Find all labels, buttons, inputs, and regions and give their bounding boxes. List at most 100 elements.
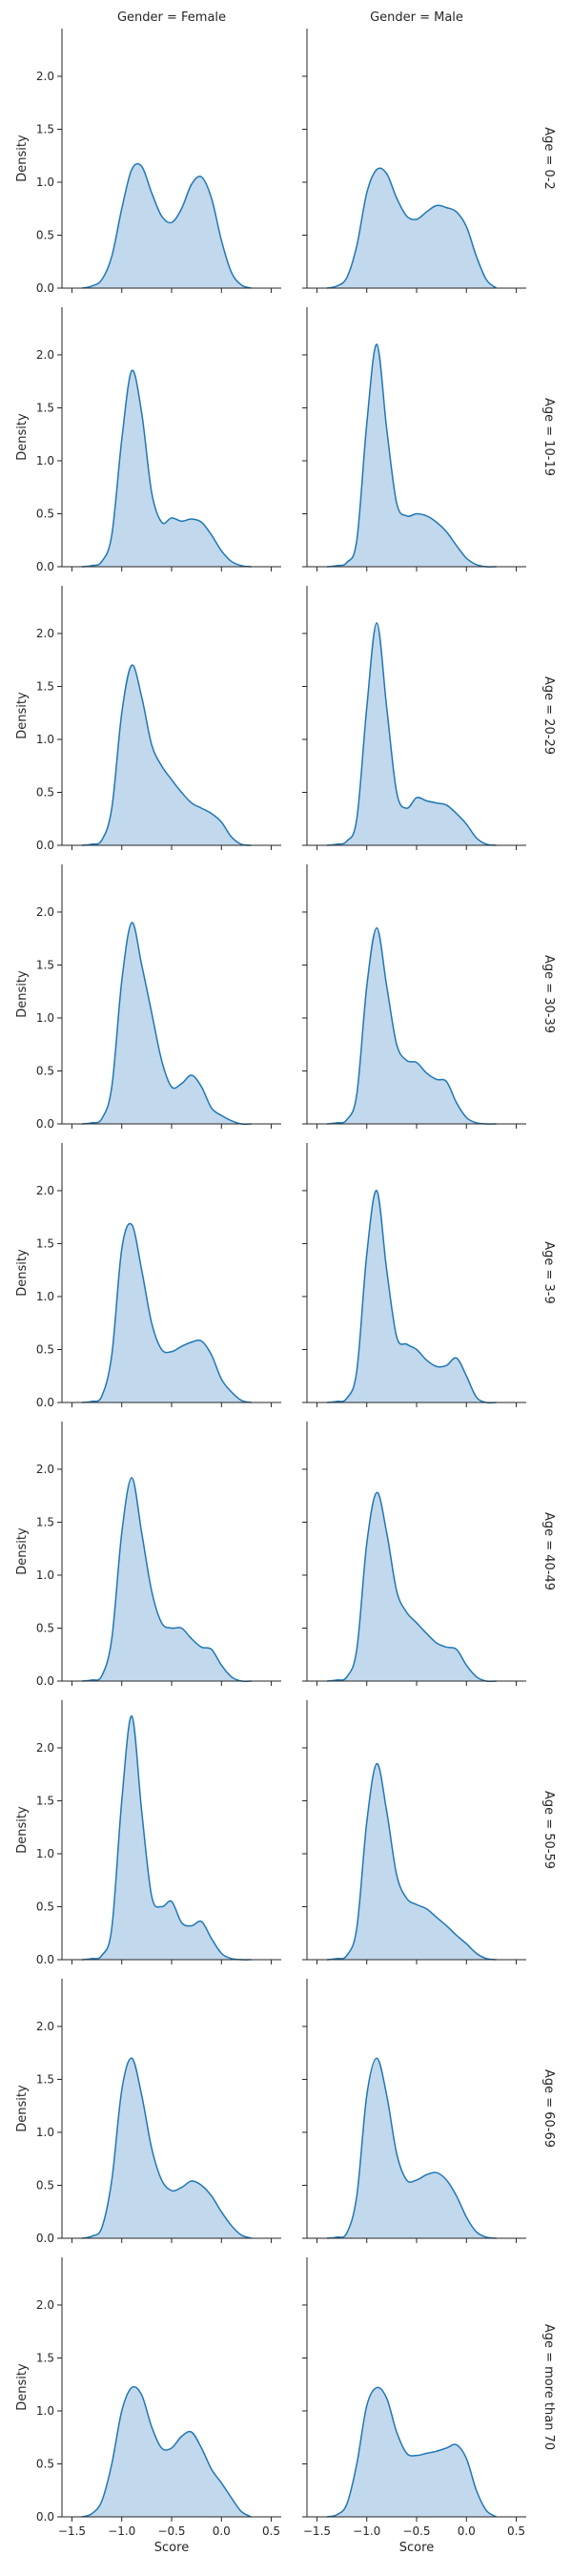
density-area [326,168,497,288]
x-axis-label: Score [399,2541,434,2555]
facet-panel-r5-c0: 0.0 0.5 1.0 1.5 2.0 Density [15,1422,281,1688]
y-tick-label: 0.0 [36,1674,54,1688]
y-axis-label: Density [15,413,30,461]
density-line [326,1190,497,1404]
y-tick-label: 0.5 [36,1342,54,1356]
density-line [81,369,252,568]
y-tick-label: 1.5 [36,401,54,414]
density-line [326,1491,497,1683]
facet-panel-r2-c1: Age = 20-29 [302,586,556,850]
y-tick-label: 0.5 [36,228,54,241]
y-tick-label: 1.5 [36,679,54,693]
y-tick-label: 0.0 [36,560,54,573]
y-tick-label: 2.0 [36,627,54,640]
y-tick-label: 1.5 [36,122,54,135]
y-tick-label: 2.0 [36,2298,54,2312]
density-area [81,163,252,288]
facet-panel-r8-c0: 0.0 0.5 1.0 1.5 2.0 −1.5 −1.0 −0.5 0.0 0.5 Density… [15,2257,281,2555]
y-axis-label: Density [15,2363,30,2411]
density-line [326,622,497,846]
density-line [81,664,252,846]
density-area [81,2386,252,2517]
x-tick-label: −1.5 [303,2524,331,2538]
y-axis-label: Density [15,1806,30,1854]
y-tick-label: 1.0 [36,1011,54,1025]
facet-panel-r1-c0: 0.0 0.5 1.0 1.5 2.0 Density [15,307,281,573]
facet-panel-r6-c0: 0.0 0.5 1.0 1.5 2.0 Density [15,1700,281,1966]
y-tick-label: 0.0 [36,1117,54,1131]
column-title: Gender = Male [370,10,463,25]
density-line [81,162,252,289]
y-tick-label: 1.0 [36,2126,54,2139]
density-area [326,622,497,845]
density-area [81,1223,252,1402]
density-area [326,927,497,1125]
y-tick-label: 2.0 [36,2020,54,2033]
density-line [326,2386,498,2518]
facet-panel-r3-c1: Age = 30-39 [302,864,556,1129]
density-line [81,2385,252,2518]
facet-panel-r2-c0: 0.0 0.5 1.0 1.5 2.0 Density [15,586,281,852]
facet-panel-r1-c1: Age = 10-19 [302,307,556,571]
y-tick-label: 0.0 [36,2510,54,2524]
y-axis-label: Density [15,1249,30,1297]
y-tick-label: 2.0 [36,70,54,83]
x-tick-label: 0.5 [507,2524,525,2538]
x-tick-label: 0.0 [458,2524,476,2538]
density-area [81,1477,252,1682]
y-tick-label: 2.0 [36,1184,54,1197]
y-tick-label: 0.0 [36,1953,54,1966]
density-area [326,1190,497,1403]
density-line [81,1477,252,1683]
density-line [81,922,252,1125]
x-tick-label: 0.0 [213,2524,231,2538]
density-line [81,2057,252,2239]
x-tick-label: −1.5 [58,2524,86,2538]
x-tick-label: −1.0 [108,2524,135,2538]
y-tick-label: 0.0 [36,2232,54,2245]
facet-panel-r5-c1: Age = 40-49 [302,1422,556,1686]
facet-panel-r4-c1: Age = 3-9 [302,1143,556,1407]
y-tick-label: 1.0 [36,1290,54,1303]
y-axis-label: Density [15,135,30,182]
density-area [326,2387,497,2517]
y-tick-label: 2.0 [36,905,54,919]
row-title: Age = 40-49 [541,1512,556,1590]
density-area [326,1763,497,1960]
x-tick-label: 0.5 [262,2524,280,2538]
y-tick-label: 0.5 [36,1900,54,1913]
row-title: Age = 60-69 [541,2069,556,2148]
density-area [326,1492,497,1682]
density-area [81,922,252,1125]
x-tick-label: −0.5 [402,2524,430,2538]
row-title: Age = 3-9 [541,1241,556,1304]
y-tick-label: 1.5 [36,2351,54,2364]
x-axis-label: Score [154,2541,189,2555]
y-tick-label: 1.0 [36,733,54,746]
y-axis-label: Density [15,2085,30,2132]
row-title: Age = 10-19 [541,398,556,476]
row-title: Age = 20-29 [541,676,556,755]
row-title: Age = more than 70 [541,2324,556,2450]
facet-panel-r8-c1: −1.5 −1.0 −0.5 0.0 0.5 Score Age = more than 7… [302,2257,556,2555]
facet-panel-r0-c1: Gender = Male Age = 0-2 [302,10,556,293]
facet-panel-r7-c1: Age = 60-69 [302,1979,556,2243]
facet-panels: 0.0 0.5 1.0 1.5 2.0 Gender = Female Density Gen… [15,10,556,2555]
y-axis-label: Density [15,1527,30,1575]
y-tick-label: 0.0 [36,1396,54,1409]
row-title: Age = 50-59 [541,1791,556,1869]
y-tick-label: 2.0 [36,1463,54,1476]
density-line [326,926,497,1125]
facet-panel-r3-c0: 0.0 0.5 1.0 1.5 2.0 Density [15,864,281,1131]
y-tick-label: 1.0 [36,1568,54,1582]
row-title: Age = 30-39 [541,955,556,1033]
row-title: Age = 0-2 [541,127,556,190]
facet-panel-r6-c1: Age = 50-59 [302,1700,556,1964]
column-title: Gender = Female [117,10,226,25]
density-line [81,1222,252,1403]
x-tick-label: −1.0 [353,2524,380,2538]
y-tick-label: 0.5 [36,1621,54,1634]
y-axis-label: Density [15,970,30,1018]
